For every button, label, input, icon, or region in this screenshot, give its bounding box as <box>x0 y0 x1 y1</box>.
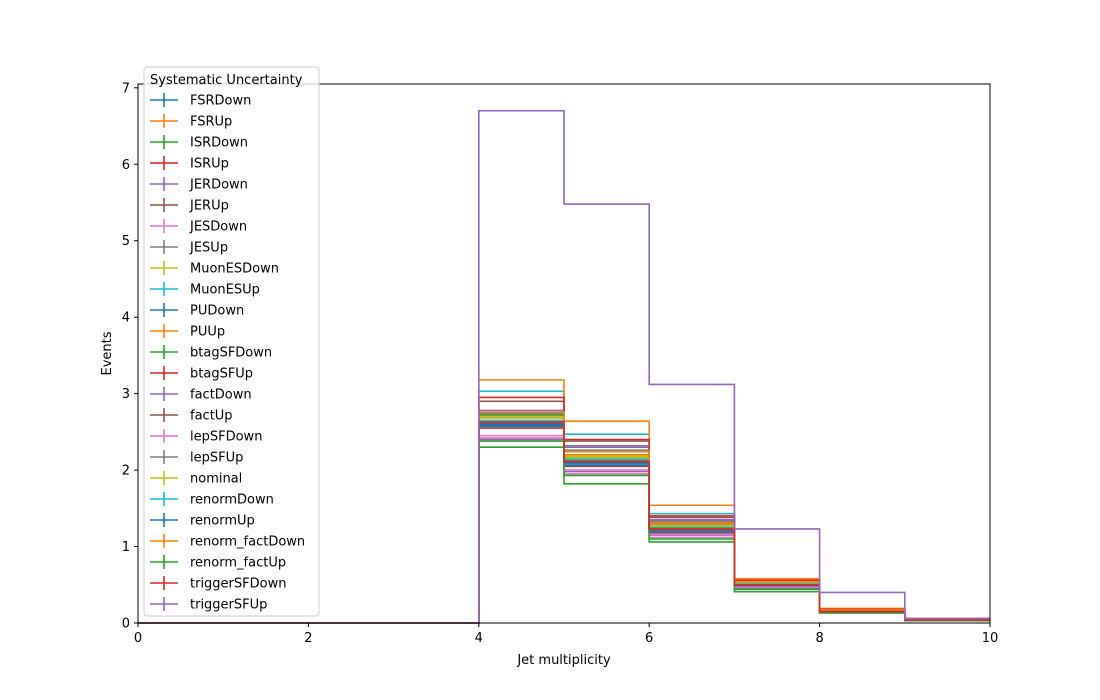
x-tick-label: 2 <box>304 631 312 646</box>
legend-item-renorm_factUp: renorm_factUp <box>150 555 286 571</box>
legend-item-ISRUp: ISRUp <box>150 156 229 172</box>
x-tick-label: 4 <box>475 631 483 646</box>
legend-label: lepSFUp <box>190 451 243 466</box>
legend-label: JERDown <box>189 178 248 193</box>
y-axis-label: Events <box>100 331 115 375</box>
legend-label: PUDown <box>190 304 244 319</box>
y-tick-label: 1 <box>122 540 130 555</box>
legend-item-lepSFDown: lepSFDown <box>150 429 262 445</box>
legend-label: triggerSFDown <box>190 577 286 592</box>
legend-title: Systematic Uncertainty <box>150 73 303 88</box>
y-tick-label: 3 <box>122 387 130 402</box>
y-tick-label: 7 <box>122 81 130 96</box>
legend-item-triggerSFDown: triggerSFDown <box>150 576 286 592</box>
legend-label: MuonESUp <box>190 283 260 298</box>
legend-label: factDown <box>190 388 252 403</box>
legend-label: renormDown <box>190 493 274 508</box>
y-tick-label: 5 <box>122 234 130 249</box>
legend-label: JESUp <box>189 241 228 256</box>
y-tick-label: 0 <box>122 617 130 632</box>
legend-item-btagSFUp: btagSFUp <box>150 366 253 382</box>
legend-items: FSRDown FSRUp ISRDown ISRUp JERDown JERUp JESD… <box>150 93 305 613</box>
legend-item-JERDown: JERDown <box>150 177 248 193</box>
legend-item-JESUp: JESUp <box>150 240 228 256</box>
legend-item-JERUp: JERUp <box>150 198 229 214</box>
legend-item-renorm_factDown: renorm_factDown <box>150 534 305 550</box>
legend-label: MuonESDown <box>190 262 279 277</box>
legend-label: btagSFUp <box>190 367 253 382</box>
x-axis-label: Jet multiplicity <box>516 653 611 668</box>
x-tick-label: 0 <box>134 631 142 646</box>
legend-item-PUUp: PUUp <box>150 324 225 340</box>
legend-item-FSRDown: FSRDown <box>150 93 251 109</box>
legend-item-nominal: nominal <box>150 471 242 487</box>
legend-item-PUDown: PUDown <box>150 303 244 319</box>
legend-label: renormUp <box>190 514 255 529</box>
x-axis: 0 2 4 6 8 10 <box>134 623 998 646</box>
legend-item-MuonESUp: MuonESUp <box>150 282 260 298</box>
x-tick-label: 10 <box>982 631 999 646</box>
plot-frame <box>137 83 991 624</box>
legend-label: PUUp <box>190 325 225 340</box>
legend-label: ISRDown <box>190 136 248 151</box>
y-tick-label: 6 <box>122 158 130 173</box>
legend-item-renormUp: renormUp <box>150 513 255 529</box>
x-tick-label: 8 <box>815 631 823 646</box>
legend-label: triggerSFUp <box>190 598 267 613</box>
legend-item-factDown: factDown <box>150 387 252 403</box>
legend-label: renorm_factUp <box>190 556 286 571</box>
legend: Systematic Uncertainty FSRDown FSRUp ISRDo… <box>143 66 320 617</box>
x-tick-label: 6 <box>645 631 653 646</box>
legend-label: renorm_factDown <box>190 535 305 550</box>
legend-label: lepSFDown <box>190 430 262 445</box>
legend-box <box>143 66 320 617</box>
y-tick-label: 2 <box>122 464 130 479</box>
legend-label: JESDown <box>189 220 247 235</box>
legend-item-ISRDown: ISRDown <box>150 135 248 151</box>
legend-label: nominal <box>190 472 242 487</box>
legend-label: ISRUp <box>190 157 229 172</box>
legend-item-FSRUp: FSRUp <box>150 114 232 130</box>
legend-item-factUp: factUp <box>150 408 233 424</box>
legend-item-btagSFDown: btagSFDown <box>150 345 272 361</box>
legend-item-renormDown: renormDown <box>150 492 274 508</box>
legend-item-JESDown: JESDown <box>150 219 247 235</box>
legend-label: FSRDown <box>190 94 251 109</box>
legend-item-triggerSFUp: triggerSFUp <box>150 597 267 613</box>
legend-label: FSRUp <box>190 115 232 130</box>
legend-item-lepSFUp: lepSFUp <box>150 450 243 466</box>
legend-label: JERUp <box>189 199 229 214</box>
legend-label: factUp <box>190 409 233 424</box>
legend-label: btagSFDown <box>190 346 272 361</box>
y-tick-label: 4 <box>122 311 130 326</box>
y-axis: 0 1 2 3 4 5 6 7 <box>122 81 138 632</box>
legend-item-MuonESDown: MuonESDown <box>150 261 279 277</box>
